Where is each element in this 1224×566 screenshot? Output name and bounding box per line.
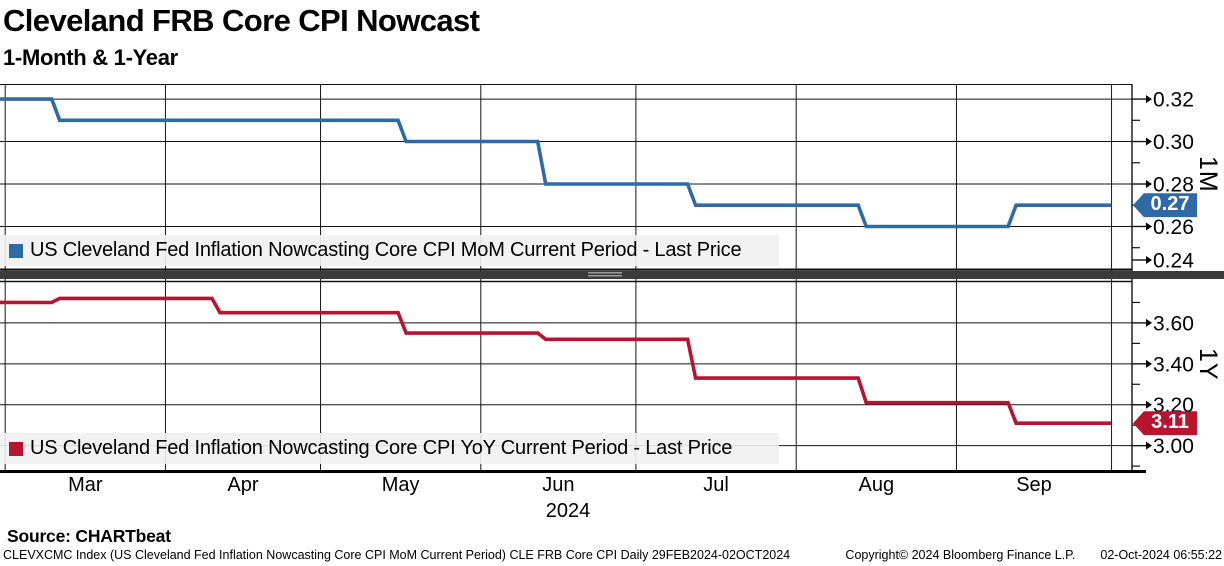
axis-unit-label-1m: 1M [1194, 156, 1222, 193]
y-tick-label: 3.40 [1153, 353, 1194, 376]
axis-tick-arrow-icon [1146, 256, 1152, 264]
chart-title: Cleveland FRB Core CPI Nowcast [3, 3, 480, 38]
y-tick-label: 3.60 [1153, 312, 1194, 335]
legend-label-1m: US Cleveland Fed Inflation Nowcasting Co… [30, 239, 742, 261]
legend-swatch-1m-icon [9, 243, 23, 258]
x-tick-label: Jul [703, 474, 729, 496]
legend-1y[interactable]: US Cleveland Fed Inflation Nowcasting Co… [0, 433, 779, 464]
x-tick-label: Jun [542, 474, 574, 496]
legend-label-1y: US Cleveland Fed Inflation Nowcasting Co… [30, 437, 733, 459]
axis-tick-arrow-icon [1146, 318, 1152, 327]
axis-tick-arrow-icon [1146, 359, 1152, 368]
x-tick-label: Sep [1016, 474, 1052, 496]
last-price-badge-1m: 0.27 [1133, 193, 1197, 218]
chart-subtitle: 1-Month & 1-Year [3, 45, 178, 70]
y-tick-label: 3.00 [1153, 435, 1194, 458]
axis-tick-arrow-icon [1146, 400, 1152, 409]
footer-security-description: CLEVXCMC Index (US Cleveland Fed Inflati… [3, 548, 791, 562]
y-tick-label: 0.30 [1153, 131, 1194, 154]
legend-swatch-1y-icon [9, 441, 23, 456]
x-axis-line [0, 470, 1146, 473]
y-tick-label: 0.32 [1153, 89, 1194, 112]
legend-1m[interactable]: US Cleveland Fed Inflation Nowcasting Co… [0, 235, 779, 266]
y-tick-label: 0.28 [1153, 174, 1194, 197]
last-price-badge-1y: 3.11 [1133, 411, 1197, 436]
axis-tick-arrow-icon [1146, 441, 1152, 450]
panel-divider[interactable] [0, 271, 1224, 279]
axis-tick-arrow-icon [1146, 95, 1152, 104]
y-tick-label: 0.26 [1153, 216, 1194, 239]
source-line: Source: CHARTbeat [7, 526, 171, 546]
x-tick-label: Aug [859, 474, 895, 496]
x-tick-label: May [382, 474, 420, 496]
x-tick-label: Mar [68, 474, 103, 496]
x-tick-label: Apr [227, 474, 258, 496]
axis-tick-arrow-icon [1146, 180, 1152, 189]
axis-unit-label-1y: 1Y [1194, 348, 1222, 381]
series-line-1m [0, 97, 1112, 229]
footer-meta: CLEVXCMC Index (US Cleveland Fed Inflati… [3, 548, 1222, 562]
divider-grip-icon [588, 272, 622, 278]
axis-tick-arrow-icon [1146, 137, 1152, 146]
axis-tick-arrow-icon [1146, 222, 1152, 231]
series-line-1y [0, 296, 1112, 425]
footer-timestamp: 02-Oct-2024 06:55:22 [1100, 548, 1222, 562]
footer-copyright: Copyright© 2024 Bloomberg Finance L.P. [845, 548, 1076, 562]
x-axis-year: 2024 [546, 500, 591, 522]
chart-area[interactable]: 0.32 0.30 0.28 0.26 0.24 3.60 3.40 3.20 3.00 Mar A… [0, 84, 1224, 525]
y-tick-label: 0.24 [1153, 250, 1194, 273]
